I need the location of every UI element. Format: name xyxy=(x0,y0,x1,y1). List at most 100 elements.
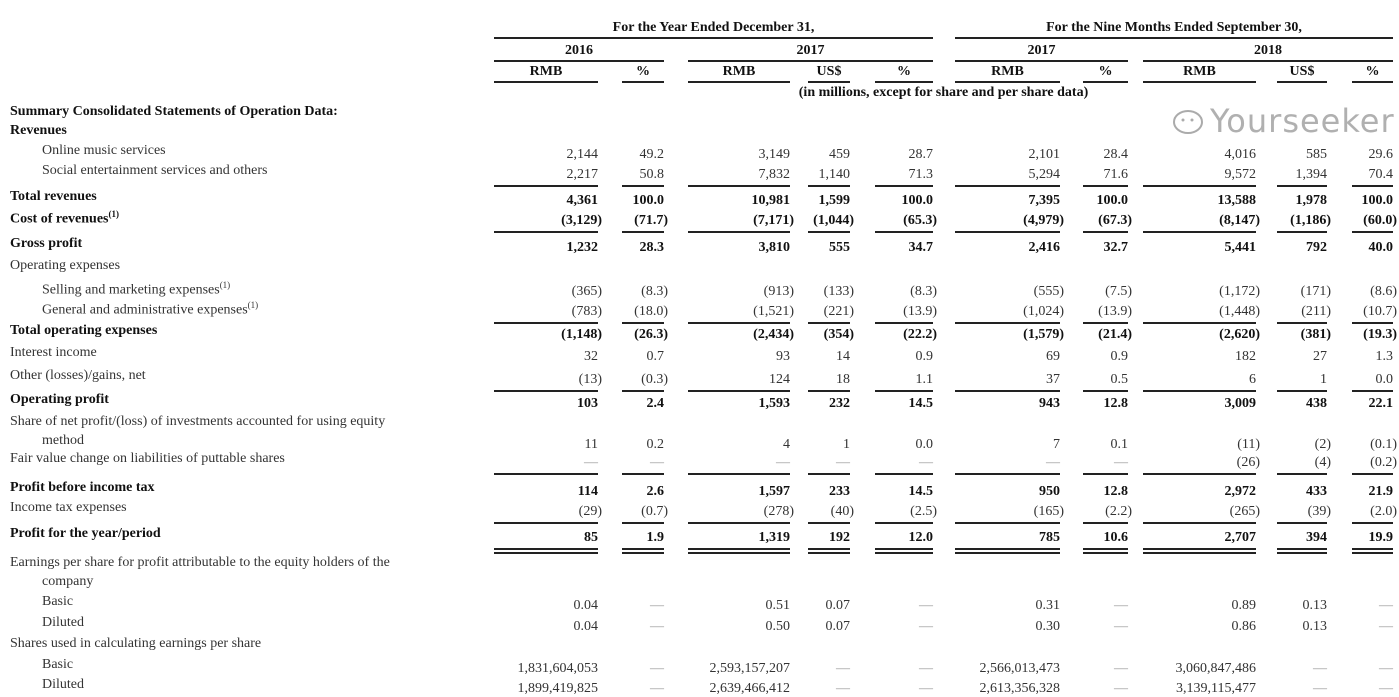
underline-rule xyxy=(875,185,933,187)
row-label: Diluted xyxy=(42,677,84,693)
column-header-rule xyxy=(955,81,1060,83)
row-label-text: Basic xyxy=(42,657,74,672)
row-label-text: Gross profit xyxy=(10,236,83,251)
cell-value: 1,593 xyxy=(758,396,791,411)
cell-value: 394 xyxy=(1306,530,1327,545)
row-label-text: Revenues xyxy=(10,123,67,138)
column-header-rule xyxy=(688,81,790,83)
cell-value: 100.0 xyxy=(1096,193,1129,208)
column-header-rule xyxy=(1143,81,1256,83)
cell-value: (8,147) xyxy=(1219,213,1260,228)
cell-value: 1,899,419,825 xyxy=(517,681,599,696)
cell-value: 103 xyxy=(577,396,598,411)
cell-value: (354) xyxy=(823,327,854,342)
cell-value: (4) xyxy=(1314,455,1331,470)
cell-value: 1,978 xyxy=(1295,193,1328,208)
row-label: Interest income xyxy=(10,345,97,361)
row-label: Share of net profit/(loss) of investment… xyxy=(10,414,385,430)
cell-value: 0.07 xyxy=(825,598,851,613)
underline-rule xyxy=(808,473,850,475)
cell-value: — xyxy=(650,661,664,676)
cell-value: 2,144 xyxy=(566,147,599,162)
underline-rule xyxy=(1277,390,1327,392)
header-rule xyxy=(955,60,1128,62)
cell-value: 1.1 xyxy=(915,372,934,387)
cell-value: — xyxy=(1114,619,1128,634)
cell-value: — xyxy=(776,455,790,470)
cell-value: (3,129) xyxy=(561,213,602,228)
cell-value: (26) xyxy=(1236,455,1260,470)
underline-rule xyxy=(494,322,598,324)
cell-value: (10.7) xyxy=(1363,304,1397,319)
cell-value: 32 xyxy=(584,349,598,364)
underline-rule xyxy=(1083,185,1128,187)
cell-value: (221) xyxy=(823,304,854,319)
column-header: RMB xyxy=(722,64,756,79)
cell-value: 1 xyxy=(1320,372,1327,387)
cell-value: 14 xyxy=(836,349,850,364)
underline-rule xyxy=(1083,473,1128,475)
cell-value: 21.9 xyxy=(1368,484,1394,499)
cell-value: 433 xyxy=(1306,484,1327,499)
cell-value: 585 xyxy=(1306,147,1327,162)
underline-rule xyxy=(494,473,598,475)
column-header-rule xyxy=(1277,81,1327,83)
underline-rule xyxy=(875,322,933,324)
underline-rule xyxy=(875,390,933,392)
cell-value: (365) xyxy=(571,284,602,299)
cell-value: (8.3) xyxy=(641,284,668,299)
row-label-continued: company xyxy=(42,574,94,589)
cell-value: 10.6 xyxy=(1103,530,1129,545)
cell-value: 32.7 xyxy=(1103,240,1129,255)
row-label-text: Cost of revenues xyxy=(10,211,109,227)
underline-rule xyxy=(1352,473,1393,475)
row-label-text: Diluted xyxy=(42,615,84,630)
row-label-text: Profit before income tax xyxy=(10,480,155,495)
cell-value: 0.13 xyxy=(1302,619,1328,634)
row-label: Operating expenses xyxy=(10,258,120,274)
cell-value: 943 xyxy=(1039,396,1060,411)
row-label-text: Other (losses)/gains, net xyxy=(10,368,146,383)
underline-rule xyxy=(1143,552,1256,554)
row-label-text: Fair value change on liabilities of putt… xyxy=(10,451,285,466)
cell-value: 0.7 xyxy=(646,349,665,364)
column-header-rule xyxy=(622,81,664,83)
cell-value: (1,448) xyxy=(1219,304,1260,319)
row-label-text: Selling and marketing expenses xyxy=(42,282,220,298)
cell-value: (555) xyxy=(1033,284,1064,299)
cell-value: 4 xyxy=(783,437,790,452)
cell-value: 0.04 xyxy=(573,598,599,613)
cell-value: (211) xyxy=(1301,304,1331,319)
cell-value: (2,434) xyxy=(753,327,794,342)
cell-value: (7.5) xyxy=(1105,284,1132,299)
cell-value: (278) xyxy=(763,504,794,519)
cell-value: 71.3 xyxy=(908,167,934,182)
underline-rule xyxy=(808,185,850,187)
cell-value: (22.2) xyxy=(903,327,937,342)
cell-value: (2.5) xyxy=(910,504,937,519)
row-label-text: General and administrative expenses xyxy=(42,302,248,318)
cell-value: 124 xyxy=(769,372,790,387)
footnote-ref: (1) xyxy=(247,300,259,310)
column-header: % xyxy=(1365,64,1380,79)
cell-value: (1,172) xyxy=(1219,284,1260,299)
cell-value: 11 xyxy=(584,437,598,452)
nine-2017-heading: 2017 xyxy=(1027,43,1056,58)
cell-value: 93 xyxy=(776,349,790,364)
cell-value: (0.2) xyxy=(1370,455,1397,470)
wechat-icon xyxy=(1173,110,1203,134)
cell-value: (171) xyxy=(1300,284,1331,299)
cell-value: 1.9 xyxy=(646,530,665,545)
column-header-rule xyxy=(494,81,598,83)
cell-value: 2,639,466,412 xyxy=(709,681,791,696)
cell-value: 114 xyxy=(577,484,598,499)
row-label: Income tax expenses xyxy=(10,500,127,516)
row-label: Total revenues xyxy=(10,189,97,205)
row-label-text: Diluted xyxy=(42,677,84,692)
cell-value: — xyxy=(1046,455,1060,470)
cell-value: 2,566,013,473 xyxy=(979,661,1061,676)
underline-rule xyxy=(688,231,790,233)
underline-rule xyxy=(494,552,598,554)
cell-value: 0.0 xyxy=(1375,372,1394,387)
cell-value: 12.0 xyxy=(908,530,934,545)
